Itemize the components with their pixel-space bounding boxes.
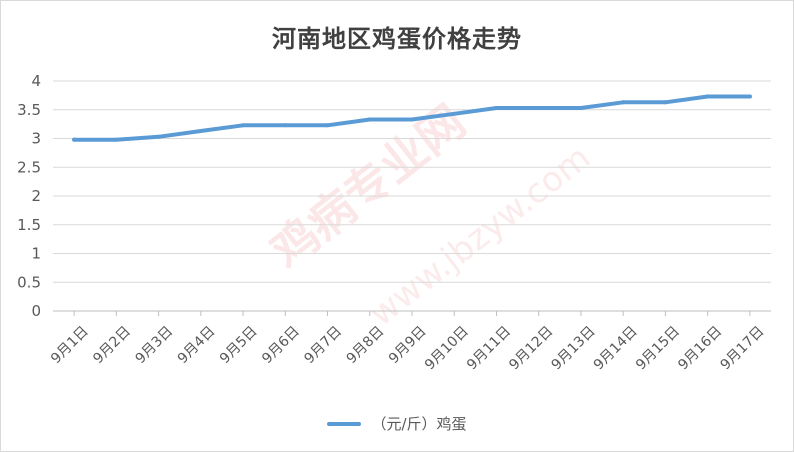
y-tick-label: 3.5 [17,101,41,119]
data-point [410,117,414,122]
x-tick-label: 9月1日 [48,323,92,367]
chart-title: 河南地区鸡蛋价格走势 [272,25,522,53]
x-tick-label: 9月2日 [90,323,134,367]
x-tick-label: 9月16日 [675,323,725,373]
x-tick-label: 9月3日 [132,323,176,367]
x-tick-label: 9月13日 [549,323,599,373]
data-point [156,134,161,139]
data-point [325,123,330,128]
legend-swatch [327,421,362,426]
data-point [663,100,668,105]
x-tick-label: 9月12日 [506,323,556,373]
x-tick-label: 9月17日 [717,323,767,373]
x-tick-label: 9月14日 [591,323,641,373]
x-tick-label: 9月4日 [175,323,219,367]
y-tick-label: 3 [31,130,41,148]
data-point [621,100,626,105]
y-tick-label: 2.5 [17,158,41,176]
data-point [578,106,583,111]
y-tick-label: 1.5 [17,216,41,234]
data-point [452,111,457,116]
y-tick-label: 0.5 [17,273,41,291]
data-point [114,137,119,142]
data-point [747,94,752,99]
data-point [705,94,710,99]
data-point [536,106,541,111]
data-point [72,137,77,142]
x-tick-label: 9月6日 [259,323,303,367]
x-tick-label: 9月11日 [464,323,514,373]
x-tick-label: 9月10日 [422,323,472,373]
data-point [198,129,203,134]
legend-label: （元/斤）鸡蛋 [371,415,467,433]
data-point [367,117,372,122]
data-point [241,123,246,128]
legend: （元/斤）鸡蛋 [1,413,793,434]
y-tick-label: 1 [31,245,41,263]
x-tick-label: 9月7日 [301,323,345,367]
y-tick-label: 0 [31,302,41,320]
data-point [494,106,499,111]
x-tick-label: 9月8日 [344,323,388,367]
x-tick-label: 9月5日 [217,323,261,367]
y-tick-label: 4 [31,72,41,90]
y-tick-label: 2 [31,187,41,205]
data-point [283,123,288,128]
x-tick-label: 9月15日 [633,323,683,373]
